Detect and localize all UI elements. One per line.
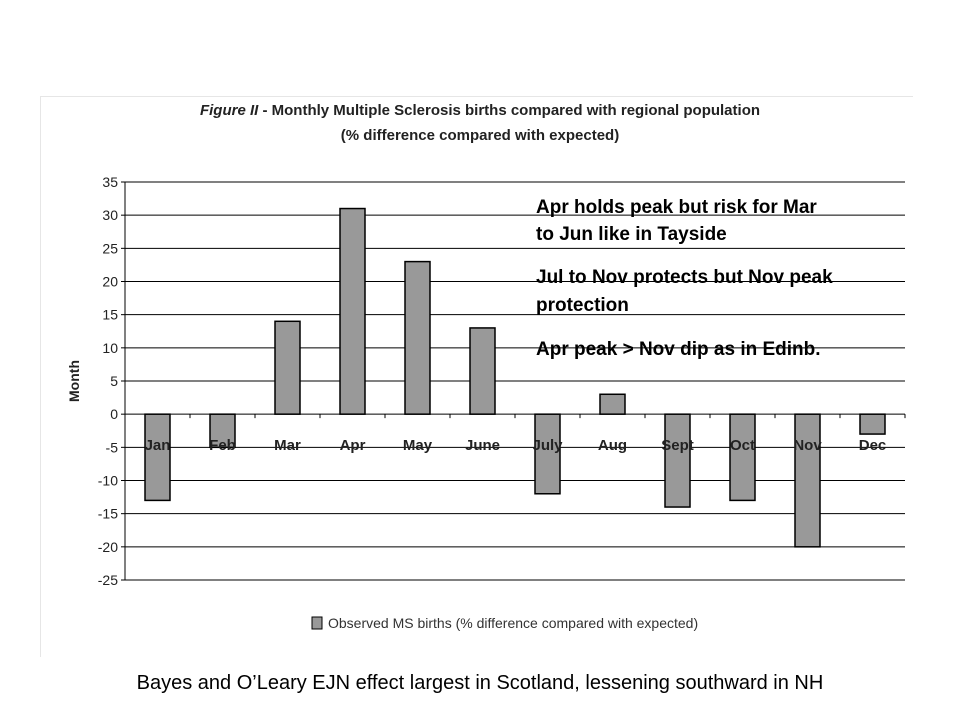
axes [121,181,906,581]
y-tick-label: -10 [98,473,118,489]
title-text: - Monthly Multiple Sclerosis births comp… [258,102,761,119]
bar [144,413,171,502]
y-tick-label: -5 [106,439,119,455]
bar [469,327,496,415]
figure-label: Figure II [199,102,259,119]
y-tick-label: 5 [110,373,118,389]
annotation-line: Jul to Nov protects but Nov peak [536,267,833,288]
chart-subtitle: (% difference compared with expected) [340,127,620,144]
y-tick-label: -15 [98,506,118,522]
y-tick-label: -20 [98,539,118,555]
annotation-line: Apr peak > Nov dip as in Edinb. [536,339,821,360]
annotation-line: to Jun like in Tayside [536,224,727,245]
gridlines [125,181,905,581]
category-label: Mar [274,437,301,454]
y-tick-label: 30 [102,207,118,223]
category-label: Nov [793,437,822,454]
y-tick-label: 20 [102,274,118,290]
category-label: Apr [340,437,366,454]
bar [274,320,301,415]
y-tick-label: 25 [102,240,118,256]
category-labels: Jan Feb Mar Apr May June July Aug Sept Oct Nov Dec [145,437,887,454]
category-label: June [465,437,500,454]
legend-label: Observed MS births (% difference compare… [328,615,698,631]
bar [794,413,821,548]
category-label: Feb [209,437,236,454]
y-axis-label: Month [66,360,82,402]
bar [599,393,626,415]
category-label: Jan [145,437,171,454]
y-tick-labels: 35 30 25 20 15 10 5 0 -5 -10 -15 -20 -25 [98,174,118,588]
category-label: July [532,437,563,454]
category-label: Dec [859,437,887,454]
legend-swatch [311,616,323,630]
bars [144,207,886,548]
bar [339,207,366,415]
y-tick-label: 10 [102,340,118,356]
legend: Observed MS births (% difference compare… [311,615,698,631]
category-label: Aug [598,437,627,454]
bar [859,413,886,435]
bar [404,260,431,415]
y-tick-label: -25 [98,572,118,588]
category-label: Sept [661,437,694,454]
annotation-line: protection [536,295,629,316]
y-tick-label: 15 [102,307,118,323]
caption: Bayes and O’Leary EJN effect largest in … [136,672,824,694]
annotations: Apr holds peak but risk for Mar to Jun li… [536,197,833,360]
annotation-line: Apr holds peak but risk for Mar [536,197,817,218]
category-label: May [403,437,433,454]
y-tick-label: 0 [110,406,118,422]
bar [729,413,756,502]
category-label: Oct [730,437,755,454]
bar [664,413,691,508]
chart-title: Figure II - Monthly Multiple Sclerosis b… [0,102,960,119]
y-tick-label: 35 [102,174,118,190]
